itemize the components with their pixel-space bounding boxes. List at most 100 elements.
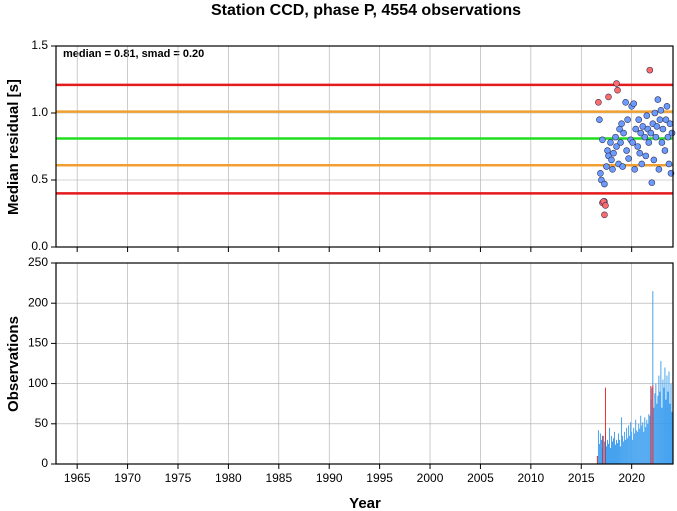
point (647, 129, 655, 137)
point (639, 123, 647, 130)
bar (626, 427, 628, 464)
bar (650, 386, 652, 464)
bar (662, 379, 664, 464)
x-tick-label: 2010 (517, 471, 544, 485)
bar (664, 367, 666, 464)
point (658, 139, 666, 146)
point (630, 100, 637, 107)
point (602, 202, 609, 209)
point (629, 139, 636, 146)
bar (618, 433, 620, 464)
bar (620, 446, 622, 464)
plot-frame (55, 262, 674, 465)
bar (596, 455, 598, 464)
point (638, 160, 646, 168)
bar (642, 422, 644, 464)
x-tick-label: 2005 (467, 471, 494, 485)
point (604, 147, 611, 154)
bar (621, 417, 623, 464)
point (613, 80, 620, 87)
chart-title: Station CCD, phase P, 4554 observations (211, 2, 521, 19)
bar (638, 423, 640, 464)
bar (630, 422, 632, 464)
point (659, 125, 667, 133)
point (612, 133, 619, 141)
point (635, 116, 643, 123)
bar (651, 387, 653, 464)
y-tick-label: 150 (28, 336, 48, 350)
point (648, 179, 656, 186)
bar (637, 431, 639, 464)
bar (659, 391, 661, 464)
point (645, 139, 653, 146)
y-tick-label: 0 (41, 456, 48, 470)
bar (603, 441, 605, 464)
point (634, 143, 642, 150)
bar (634, 433, 636, 464)
y-tick-label: 1.5 (31, 38, 48, 52)
bar (636, 430, 638, 464)
point (625, 155, 632, 162)
bar (622, 435, 624, 464)
point (656, 116, 664, 123)
bar (669, 403, 671, 464)
bar (654, 393, 656, 464)
x-tick-label: 2020 (618, 471, 645, 485)
bar (649, 415, 651, 464)
point (664, 133, 672, 141)
bar (601, 435, 603, 464)
bar (657, 395, 659, 464)
bar (608, 443, 609, 464)
point (654, 96, 662, 103)
point (624, 116, 631, 123)
bar (624, 431, 626, 464)
y-tick-label: 0.5 (31, 172, 48, 186)
bar (606, 446, 607, 464)
bar (614, 431, 615, 464)
bar (628, 425, 630, 464)
x-tick-label: 1985 (265, 471, 292, 485)
point (613, 143, 620, 150)
bar (641, 425, 643, 464)
bar (597, 430, 599, 464)
bar (611, 435, 612, 464)
x-tick-label: 1980 (215, 471, 242, 485)
bar (605, 387, 606, 464)
x-tick-label: 2015 (568, 471, 595, 485)
bar (652, 291, 654, 464)
y-axis-label: Median residual [s] (5, 79, 22, 215)
plot-frame (55, 45, 674, 248)
y-tick-label: 200 (28, 295, 48, 309)
bar (658, 375, 660, 464)
bar (613, 438, 614, 464)
bar (665, 399, 667, 464)
bar (668, 371, 670, 464)
point (618, 120, 625, 128)
y-tick-label: 250 (28, 255, 48, 269)
bar (666, 375, 668, 464)
point (608, 156, 615, 164)
bar (644, 417, 646, 464)
bar (617, 443, 619, 464)
point (646, 66, 654, 74)
bar (615, 444, 616, 464)
bar (623, 441, 625, 464)
bar (627, 438, 629, 464)
y-axis-label: Observations (5, 316, 22, 412)
point (650, 156, 658, 164)
point (619, 163, 626, 170)
point (641, 133, 649, 141)
bar (633, 427, 635, 464)
bar (598, 443, 600, 464)
point (651, 109, 659, 117)
point (595, 98, 602, 106)
point (607, 139, 614, 146)
bar (599, 433, 601, 464)
point (622, 98, 629, 106)
x-tick-label: 2000 (417, 471, 444, 485)
point (643, 112, 651, 119)
bar (632, 439, 634, 464)
bar (647, 423, 649, 464)
bar (600, 439, 602, 464)
point (601, 211, 608, 219)
